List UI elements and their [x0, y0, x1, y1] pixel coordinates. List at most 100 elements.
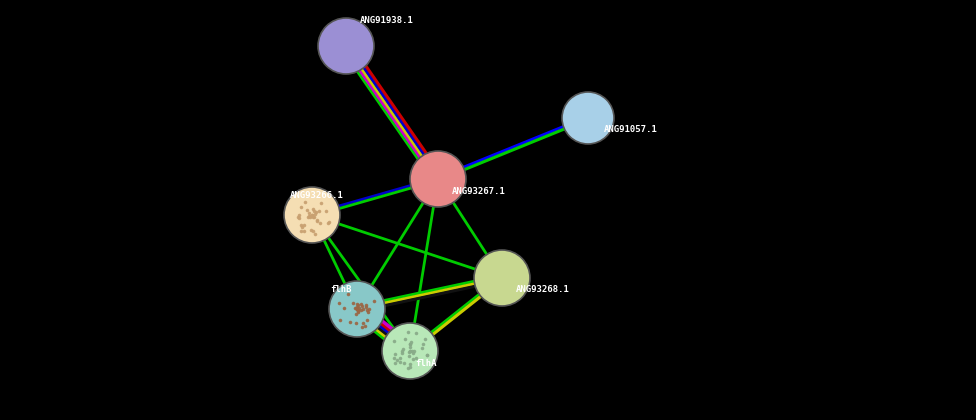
- Text: flhB: flhB: [330, 285, 351, 294]
- Text: flhA: flhA: [415, 359, 436, 368]
- Point: [359, 307, 375, 313]
- Point: [362, 306, 378, 313]
- Point: [386, 355, 402, 362]
- Point: [348, 305, 364, 312]
- Point: [293, 204, 308, 211]
- Point: [342, 318, 357, 325]
- Point: [408, 355, 424, 362]
- Point: [404, 348, 420, 354]
- Point: [355, 320, 371, 327]
- Text: ANG93266.1: ANG93266.1: [290, 191, 344, 200]
- Point: [312, 220, 328, 227]
- Point: [348, 304, 364, 311]
- Point: [350, 309, 366, 315]
- Point: [401, 352, 417, 359]
- Point: [303, 226, 318, 233]
- Point: [403, 364, 419, 370]
- Point: [401, 349, 417, 356]
- Text: ANG91057.1: ANG91057.1: [604, 125, 658, 134]
- Point: [360, 309, 376, 316]
- Point: [392, 354, 408, 361]
- Point: [402, 344, 418, 350]
- Point: [292, 215, 307, 221]
- Point: [348, 311, 364, 318]
- Point: [392, 359, 408, 365]
- Point: [367, 297, 383, 304]
- Point: [311, 208, 327, 215]
- Point: [318, 207, 334, 214]
- Point: [402, 348, 418, 354]
- Point: [348, 306, 364, 312]
- Point: [301, 210, 316, 217]
- Point: [306, 214, 322, 220]
- Point: [354, 302, 370, 309]
- Point: [305, 214, 320, 220]
- Point: [349, 302, 365, 308]
- Point: [402, 341, 418, 348]
- Point: [296, 222, 311, 229]
- Point: [305, 212, 320, 218]
- Point: [355, 305, 371, 312]
- Point: [293, 222, 308, 229]
- Point: [340, 290, 355, 297]
- Point: [298, 199, 313, 205]
- Point: [405, 356, 421, 362]
- Point: [299, 207, 314, 214]
- Point: [407, 347, 423, 354]
- Point: [349, 306, 365, 312]
- Point: [353, 307, 369, 313]
- Point: [307, 231, 323, 238]
- Point: [302, 214, 317, 221]
- Point: [313, 200, 329, 206]
- Point: [397, 336, 413, 343]
- Point: [416, 341, 431, 347]
- Point: [394, 348, 410, 355]
- Circle shape: [382, 323, 438, 379]
- Point: [321, 218, 337, 225]
- Point: [414, 344, 429, 351]
- Point: [349, 306, 365, 312]
- Point: [351, 305, 367, 312]
- Point: [349, 305, 365, 312]
- Circle shape: [284, 187, 340, 243]
- Text: ANG91938.1: ANG91938.1: [360, 16, 414, 25]
- Point: [305, 228, 321, 235]
- Point: [419, 352, 434, 358]
- Point: [305, 206, 321, 213]
- Point: [386, 338, 401, 344]
- Point: [400, 328, 416, 335]
- Point: [402, 341, 418, 348]
- Point: [296, 228, 311, 234]
- Point: [306, 207, 322, 214]
- Point: [357, 323, 373, 329]
- Point: [307, 210, 323, 217]
- Point: [336, 304, 351, 311]
- Point: [359, 317, 375, 323]
- Point: [292, 212, 307, 219]
- Point: [394, 349, 410, 356]
- Point: [396, 360, 412, 366]
- Point: [294, 223, 309, 230]
- Point: [347, 305, 363, 312]
- Point: [308, 217, 324, 224]
- Text: ANG93267.1: ANG93267.1: [452, 187, 506, 196]
- Circle shape: [318, 18, 374, 74]
- Point: [386, 351, 402, 357]
- Point: [387, 360, 403, 367]
- Point: [305, 212, 320, 218]
- Point: [290, 213, 305, 220]
- Point: [395, 346, 411, 353]
- Point: [320, 220, 336, 227]
- Circle shape: [410, 151, 466, 207]
- Point: [389, 357, 405, 364]
- Point: [352, 301, 368, 307]
- Point: [301, 213, 316, 219]
- Point: [418, 336, 433, 342]
- Point: [293, 228, 308, 235]
- Point: [348, 320, 364, 326]
- Point: [350, 308, 366, 315]
- Circle shape: [474, 250, 530, 306]
- Point: [402, 347, 418, 354]
- Circle shape: [329, 281, 385, 337]
- Point: [408, 330, 424, 337]
